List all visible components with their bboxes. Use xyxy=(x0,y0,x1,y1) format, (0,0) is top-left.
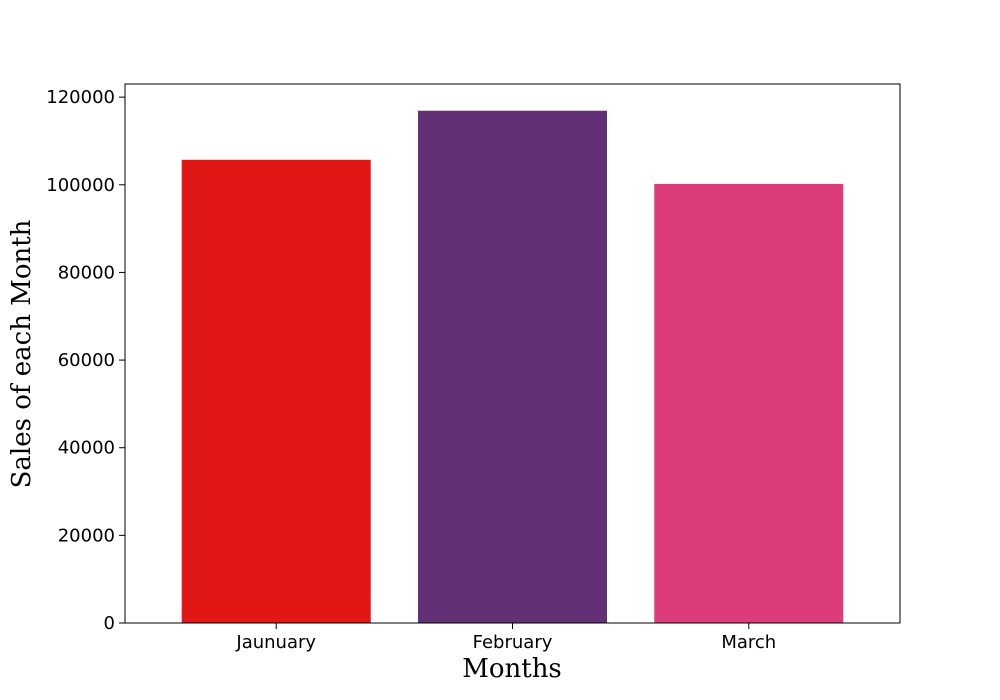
y-tick-label: 20000 xyxy=(58,525,115,546)
x-tick-label: Jaunuary xyxy=(235,632,316,653)
bar-jaunuary xyxy=(181,159,371,624)
y-tick-label: 80000 xyxy=(58,262,115,283)
y-tick-label: 120000 xyxy=(46,87,115,108)
bar-february xyxy=(417,110,608,623)
x-axis-title: Months xyxy=(462,654,562,684)
y-tick-label: 40000 xyxy=(58,438,115,459)
y-axis-title: Sales of each Month xyxy=(7,219,37,488)
x-tick-label: March xyxy=(721,632,776,653)
y-tick-label: 100000 xyxy=(46,175,115,196)
bar-march xyxy=(654,183,844,623)
bars-group xyxy=(181,110,844,624)
x-tick-label: February xyxy=(473,632,553,653)
x-axis: Jaunuary February March xyxy=(235,623,776,653)
y-axis: 0 20000 40000 60000 80000 100000 120000 xyxy=(46,87,125,634)
y-tick-label: 0 xyxy=(104,613,115,634)
y-tick-label: 60000 xyxy=(58,350,115,371)
